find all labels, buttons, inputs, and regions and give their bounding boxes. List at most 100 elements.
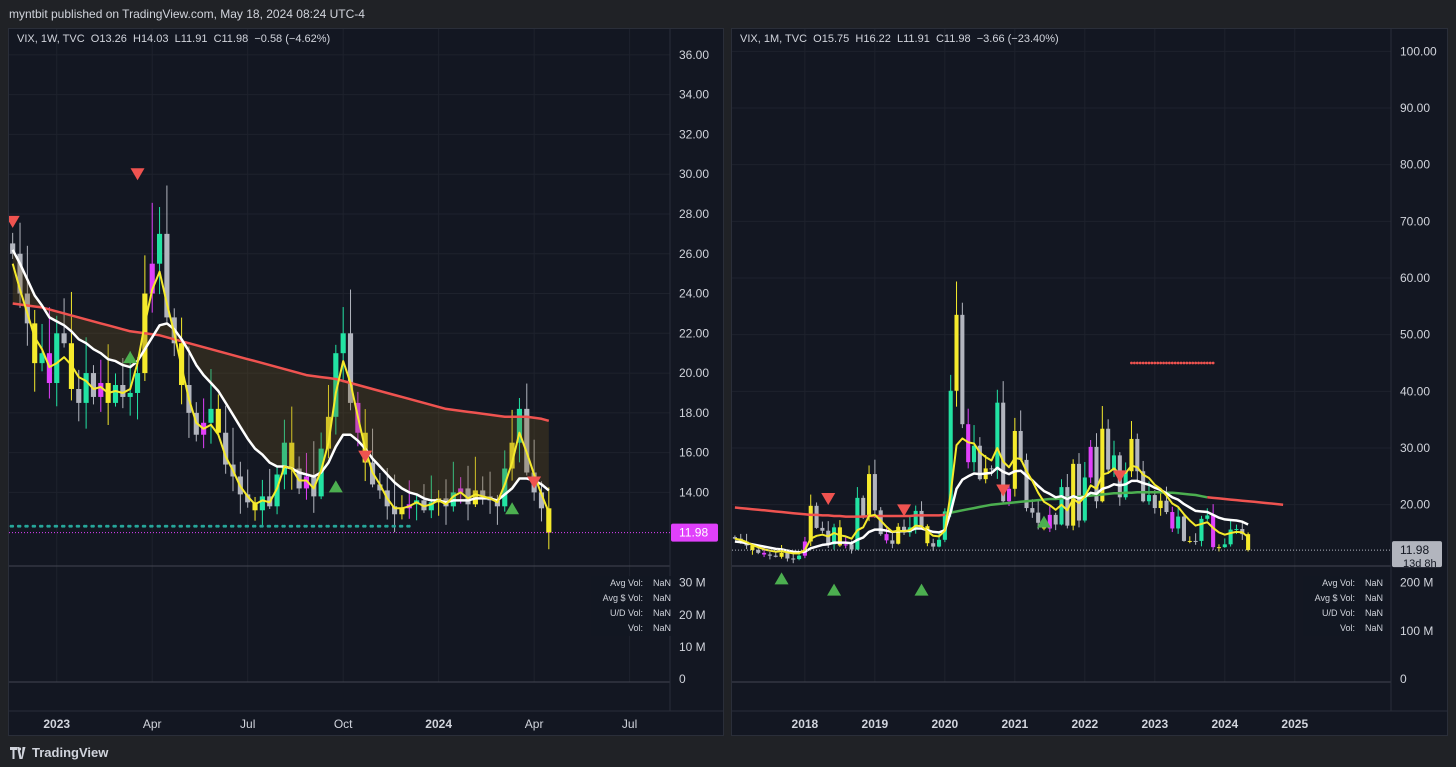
candle-body	[884, 534, 889, 541]
volume-legend-value: NaN	[1365, 578, 1384, 588]
last-price-label: 11.98	[1400, 543, 1429, 557]
weekly-chart-panel[interactable]: 36.00 34.00 32.00 30.00 28.00 26.00 24.00 22.00…	[8, 28, 724, 736]
resistance-dot	[1147, 361, 1151, 365]
candle-body	[289, 442, 295, 469]
brand-label: TradingView	[32, 745, 109, 760]
volume-legend-key: Avg Vol:	[1322, 578, 1355, 588]
bottom-bar	[0, 736, 1456, 767]
candle-body	[843, 544, 848, 546]
resistance-dot	[1194, 361, 1198, 365]
candle-body	[127, 392, 133, 397]
candle-body	[1053, 514, 1058, 525]
support-dot	[158, 524, 161, 528]
candle-body	[756, 550, 761, 553]
candle-body	[259, 496, 265, 511]
time-tick-label: 2022	[1071, 717, 1098, 731]
volume-legend-key: Avg Vol:	[610, 578, 643, 588]
resistance-dot	[1208, 361, 1212, 365]
time-tick-label: 2023	[1141, 717, 1168, 731]
candle-body	[1036, 512, 1041, 523]
time-tick-label: 2024	[425, 717, 452, 731]
candle-body	[762, 552, 767, 555]
candle-body	[1006, 488, 1012, 502]
support-dot	[150, 524, 154, 528]
price-tick-label: 14.00	[679, 485, 709, 499]
candle-body	[832, 527, 837, 545]
candle-body	[46, 353, 52, 384]
sell-signal-triangle	[897, 504, 912, 517]
candle-body	[32, 323, 38, 364]
candle-body	[112, 385, 119, 403]
candle-body	[1146, 495, 1152, 502]
support-dot	[194, 524, 198, 528]
slow-ma-line-red-late	[1207, 496, 1284, 506]
tradingview-logo[interactable]: TradingView	[10, 745, 108, 760]
support-dot	[172, 524, 176, 528]
candle-body	[149, 263, 155, 294]
candle-body	[83, 373, 89, 403]
candle-body	[779, 552, 784, 557]
candle-body	[54, 333, 60, 384]
support-dot	[407, 524, 411, 528]
resistance-dot	[1162, 361, 1165, 365]
support-dot	[216, 524, 220, 528]
candle-body	[1106, 428, 1111, 470]
monthly-volume-legend: Avg Vol: NaN Avg $ Vol: NaN U/D Vol: NaN Vol: N…	[1303, 576, 1385, 636]
support-dot	[209, 524, 213, 528]
resistance-dot	[1176, 361, 1180, 365]
candle-body	[325, 416, 332, 449]
volume-legend-value: NaN	[1365, 593, 1384, 603]
symbol-label: VIX, 1M, TVC	[740, 33, 808, 45]
sell-signal-triangle	[9, 215, 20, 228]
slow-ma-line	[12, 302, 550, 423]
support-dot	[92, 524, 95, 528]
ma-cloud-fill	[12, 249, 549, 503]
price-tick-label: 36.00	[679, 48, 709, 62]
resistance-dot	[1165, 361, 1168, 365]
candle-body	[1199, 518, 1204, 541]
support-dot	[268, 524, 272, 528]
volume-legend-value: NaN	[653, 623, 672, 633]
resistance-dot	[1191, 361, 1195, 365]
volume-legend-row: Vol: NaN	[1303, 621, 1385, 636]
support-dot	[260, 524, 264, 528]
candle-body	[1152, 495, 1157, 509]
volume-legend-row: Avg $ Vol: NaN	[591, 591, 673, 606]
monthly-chart-panel[interactable]: 100.00 90.00 80.00 70.00 60.00 50.00 40.00 30.0…	[731, 28, 1448, 736]
support-dot	[40, 524, 44, 528]
last-price-badge	[671, 523, 718, 542]
candle-body	[977, 445, 982, 480]
high-value: H16.22	[855, 33, 891, 45]
support-dot	[371, 524, 374, 528]
time-tick-label: 2018	[792, 717, 819, 731]
candle-body	[516, 408, 523, 443]
close-value: C11.98	[935, 33, 971, 45]
resistance-dot	[1138, 361, 1142, 365]
price-tick-label: 28.00	[679, 207, 709, 221]
time-tick-label: 2020	[932, 717, 959, 731]
time-tick-label: Oct	[334, 717, 353, 731]
support-dot	[319, 524, 323, 528]
candle-body	[913, 510, 918, 528]
candle-body	[750, 545, 755, 550]
candle-body	[1135, 438, 1140, 472]
support-dot	[70, 524, 73, 528]
support-dot	[238, 524, 242, 528]
candle-body	[1193, 540, 1198, 542]
candle-body	[164, 233, 170, 318]
candle-body	[948, 390, 953, 512]
candle-body	[98, 383, 104, 397]
volume-legend-row: Vol: NaN	[591, 621, 673, 636]
support-dot	[18, 524, 22, 528]
candle-body	[995, 402, 1000, 469]
time-tick-label: Apr	[525, 717, 544, 731]
support-dot	[121, 524, 125, 528]
candle-body	[524, 408, 530, 473]
support-dot	[180, 524, 183, 528]
support-dot	[305, 524, 308, 528]
candle-body	[1246, 534, 1251, 551]
resistance-dot	[1150, 361, 1154, 365]
last-price-label: 11.98	[679, 526, 708, 540]
support-dot	[47, 524, 51, 528]
monthly-chart-svg[interactable]: 100.00 90.00 80.00 70.00 60.00 50.00 40.00 30.0…	[732, 29, 1448, 736]
